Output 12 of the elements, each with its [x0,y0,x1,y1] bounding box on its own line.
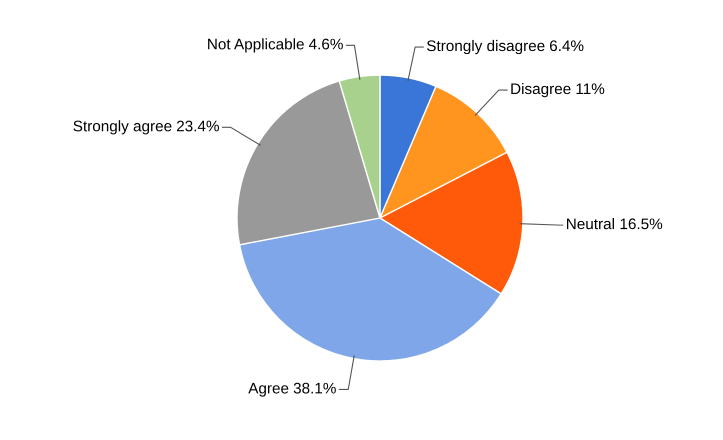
slice-label: Not Applicable [208,38,304,52]
slice-label: Strongly agree [73,120,172,134]
data-label: 16.5% [620,218,662,230]
data-label: 23.4% [176,120,219,132]
data-label: 38.1% [294,382,336,394]
data-label: 11% [576,83,604,94]
data-label: 6.4% [550,40,584,52]
slice-label: Strongly disagree [426,40,544,54]
slice-label: Neutral [567,218,614,230]
data-label: 4.6% [308,38,343,50]
slice-label: Agree [248,382,288,397]
slice-label: Disagree [511,82,571,98]
